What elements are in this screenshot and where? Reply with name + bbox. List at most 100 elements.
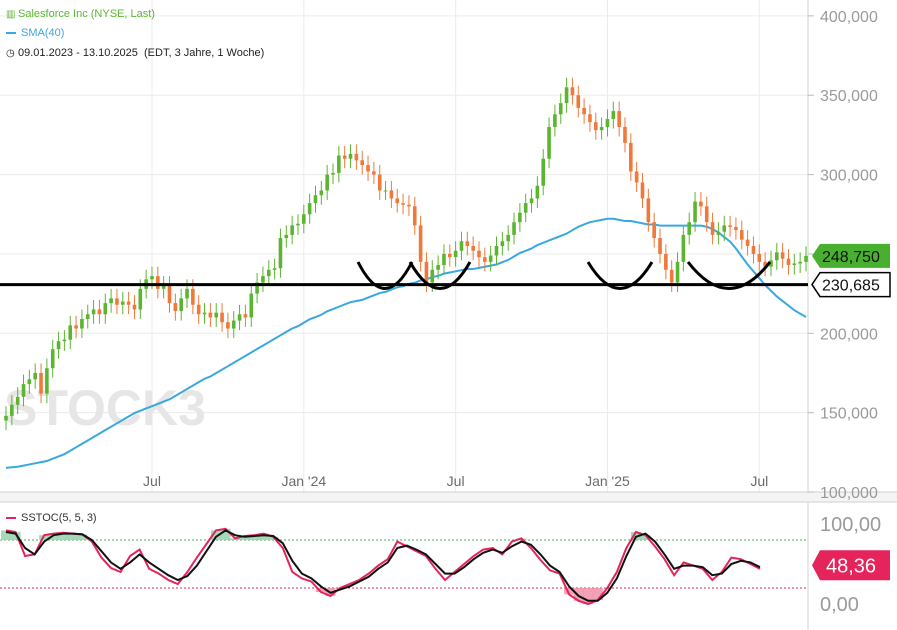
candle-body (56, 341, 61, 350)
candle-body (138, 288, 143, 310)
candle-body (500, 241, 505, 246)
osc-ytick-label: 100,00 (820, 514, 881, 536)
candle-body (68, 325, 73, 340)
osc-overbought-fill (39, 535, 50, 540)
legend-oscillator: SSTOC(5, 5, 3) (6, 512, 97, 524)
osc-ytick-label: 0,00 (820, 594, 859, 616)
candle-body (231, 320, 236, 329)
candle-body (132, 304, 137, 310)
candle-body (704, 206, 709, 223)
candle-body (780, 252, 785, 259)
candle-body (792, 263, 797, 266)
candle-body (716, 231, 721, 235)
osc-overbought-fill (640, 535, 651, 540)
candle-body (576, 95, 581, 108)
candle-body (588, 114, 592, 123)
candle-body (4, 415, 8, 421)
candle-body (722, 225, 727, 232)
candle-body (80, 319, 84, 329)
candle-body (173, 303, 178, 312)
osc-k-line (5, 527, 761, 606)
candle-body (477, 250, 481, 258)
osc-oversold-fill (583, 588, 594, 604)
panel-separator (0, 492, 897, 502)
candle-body (483, 257, 487, 262)
stoch-swatch-icon (6, 517, 16, 520)
osc-last-tag (812, 550, 890, 581)
ytick-label: 300,000 (820, 168, 878, 185)
candle-body (325, 174, 329, 191)
pattern-arc (586, 261, 654, 290)
ytick-label: 100,000 (820, 485, 878, 502)
candle-body (272, 268, 277, 270)
candle-body (150, 276, 154, 280)
candle-body (634, 171, 639, 183)
candle-body (553, 114, 557, 127)
candle-body (389, 190, 394, 199)
candle-body (640, 182, 645, 199)
candle-body (331, 172, 335, 175)
osc-overbought-fill (239, 536, 250, 540)
candle-body (313, 195, 318, 204)
candle-body (570, 87, 575, 96)
candle-body (360, 160, 365, 166)
candle-body (687, 222, 692, 235)
candle-body (208, 312, 213, 318)
candle-body (769, 260, 773, 267)
candle-body (261, 276, 265, 283)
osc-overbought-fill (58, 532, 69, 540)
candle-body (558, 103, 563, 115)
candle-body (62, 339, 67, 342)
candle-body (494, 246, 499, 256)
candle-body (529, 198, 534, 204)
candle-body (786, 258, 791, 266)
osc-oversold-fill (315, 588, 326, 592)
candle-body (599, 126, 604, 131)
candle-body (383, 190, 388, 192)
osc-overbought-fill (268, 536, 279, 540)
candle-body (27, 379, 32, 385)
candle-body (693, 201, 697, 223)
candle-body (518, 212, 522, 223)
candle-body (120, 301, 125, 305)
candle-body (757, 253, 762, 262)
candle-body (377, 174, 382, 191)
candle-body (354, 153, 359, 161)
candles-icon: ▥ (6, 9, 16, 20)
candle-body (85, 314, 90, 320)
support-label: 230,685 (822, 278, 880, 295)
candle-body (798, 261, 802, 264)
candle-body (284, 234, 289, 239)
candle-body (681, 234, 686, 262)
candle-body (442, 253, 446, 266)
candle-body (179, 298, 183, 312)
candle-body (255, 282, 259, 294)
clock-icon: ◷ (6, 48, 15, 59)
legend-instrument: ▥ Salesforce Inc (NYSE, Last) (6, 8, 155, 20)
last-price-label: 248,750 (822, 249, 880, 266)
candle-body (278, 238, 283, 269)
last-price-tag (812, 243, 890, 268)
osc-oversold-fill (573, 588, 584, 601)
candle-body (745, 239, 750, 246)
candle-body (33, 372, 37, 380)
candle-body (611, 111, 616, 120)
candle-body (535, 185, 540, 199)
candle-body (471, 246, 475, 251)
candle-body (669, 269, 674, 283)
osc-overbought-fill (258, 533, 269, 540)
candle-body (512, 222, 516, 235)
xtick-label: Jan '25 (585, 473, 630, 489)
osc-overbought-fill (249, 535, 260, 540)
candle-body (15, 396, 20, 405)
sma-swatch-icon (6, 32, 16, 35)
candle-body (243, 314, 248, 318)
candle-body (488, 255, 493, 262)
candle-body (50, 349, 55, 369)
candle-body (319, 190, 324, 196)
candle-body (161, 285, 166, 289)
candle-body (191, 288, 195, 305)
legend-range: ◷ 09.01.2023 - 13.10.2025 (EDT, 3 Jahre, … (6, 47, 265, 59)
osc-overbought-fill (10, 532, 21, 540)
